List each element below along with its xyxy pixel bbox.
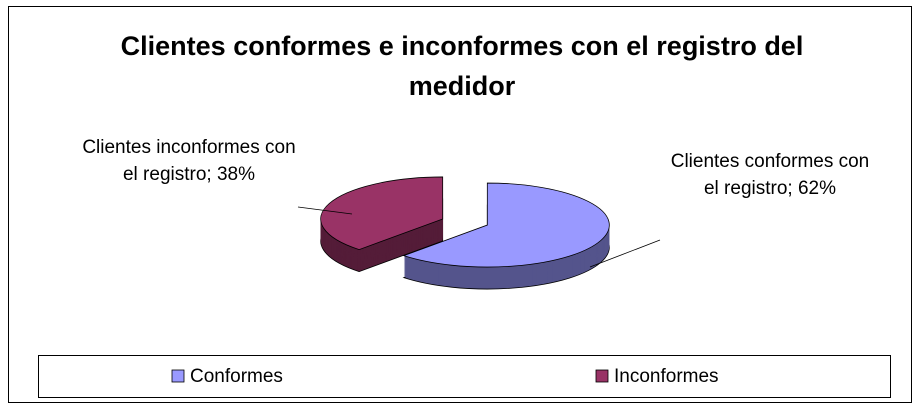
chart-border (8, 6, 912, 403)
legend-box (38, 355, 891, 398)
pie-slice (320, 176, 444, 250)
leader-line (297, 206, 353, 215)
data-label: Clientes conformes con el registro; 62% (670, 151, 870, 199)
legend-label: Inconformes (614, 366, 719, 387)
leader-line (589, 239, 661, 268)
chart-title: Clientes conformes e inconformes con el … (120, 31, 804, 101)
data-label: Clientes inconformes con el registro; 38… (82, 137, 296, 185)
legend-swatch (595, 369, 609, 383)
legend-swatch (171, 369, 185, 383)
legend-label: Conformes (190, 366, 283, 387)
pie-slice (402, 182, 610, 268)
